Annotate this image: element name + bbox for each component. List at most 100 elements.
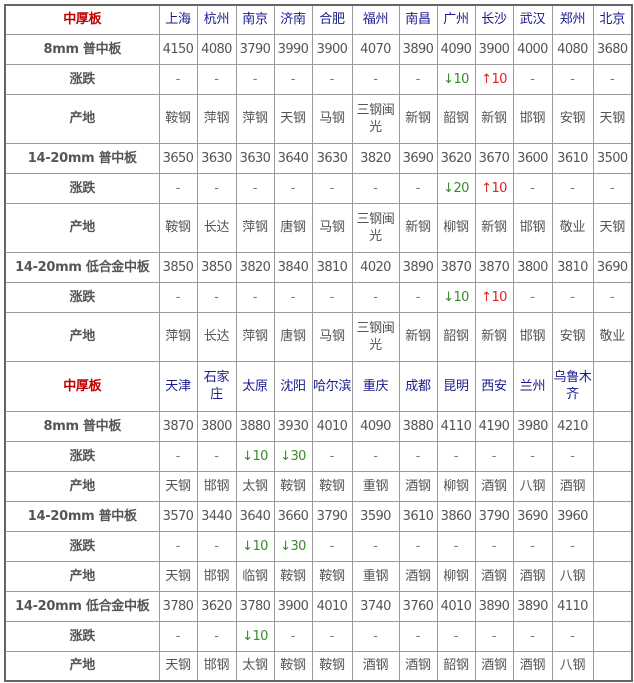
city-header: 石家庄 [196, 360, 237, 412]
change-cell: - [512, 530, 553, 562]
city-header: 天津 [158, 360, 198, 412]
origin-cell [592, 470, 633, 502]
price-cell: 4080 [551, 33, 594, 65]
city-header: 杭州 [196, 4, 237, 35]
price-cell [592, 410, 633, 442]
price-cell: 3500 [592, 142, 633, 174]
change-cell: ↓10 [235, 530, 275, 562]
origin-cell: 三钢闽光 [351, 311, 400, 362]
price-cell: 3690 [512, 500, 553, 532]
origin-cell: 萍钢 [235, 93, 275, 144]
change-cell: ↓20 [436, 172, 476, 204]
change-cell: - [158, 63, 198, 95]
price-cell [592, 500, 633, 532]
origin-cell: 重钢 [351, 470, 400, 502]
city-header: 太原 [235, 360, 275, 412]
change-row: 涨跌 - - ↓10- - - - - - - - [4, 620, 633, 652]
city-header: 合肥 [311, 4, 353, 35]
origin-cell: 新钢 [398, 311, 438, 362]
city-header: 成都 [398, 360, 438, 412]
change-cell: - [398, 530, 438, 562]
change-label: 涨跌 [4, 172, 160, 204]
price-cell: 3620 [436, 142, 476, 174]
price-row: 14-20mm 普中板 3570 3440 3640 3660 3790 3590 3610 3… [4, 500, 633, 532]
origin-cell: 酒钢 [474, 470, 514, 502]
change-cell: - [551, 440, 594, 472]
origin-cell: 敬业 [592, 311, 633, 362]
origin-cell: 韶钢 [436, 311, 476, 362]
city-header: 上海 [158, 4, 198, 35]
origin-cell: 临钢 [235, 560, 275, 592]
city-header: 郑州 [551, 4, 594, 35]
product-name: 8mm 普中板 [4, 410, 160, 442]
origin-label: 产地 [4, 311, 160, 362]
change-label: 涨跌 [4, 530, 160, 562]
origin-cell: 长达 [196, 202, 237, 253]
price-cell: 3810 [551, 251, 594, 283]
change-row: 涨跌 - - - - - - - ↓20 ↑10- - - [4, 172, 633, 204]
price-cell: 3820 [351, 142, 400, 174]
change-cell: ↓30 [273, 440, 313, 472]
city-header: 福州 [351, 4, 400, 35]
origin-cell: 萍钢 [196, 93, 237, 144]
origin-row: 产地 鞍钢 萍钢 萍钢 天钢 马钢 三钢闽光 新钢 韶钢 新钢 邯钢 安钢 天钢 [4, 93, 633, 144]
price-cell: 3590 [351, 500, 400, 532]
price-cell: 4110 [551, 590, 594, 622]
change-cell: - [235, 172, 275, 204]
price-cell: 3440 [196, 500, 237, 532]
price-cell: 3760 [398, 590, 438, 622]
section-title: 中厚板 [4, 4, 160, 35]
price-cell: 3610 [551, 142, 594, 174]
origin-cell: 酒钢 [512, 650, 553, 682]
price-cell: 3690 [398, 142, 438, 174]
price-cell: 3800 [512, 251, 553, 283]
city-header: 广州 [436, 4, 476, 35]
origin-label: 产地 [4, 650, 160, 682]
change-cell: - [158, 281, 198, 313]
change-cell [592, 440, 633, 472]
change-cell: - [398, 440, 438, 472]
origin-cell: 新钢 [474, 202, 514, 253]
price-cell: 3650 [158, 142, 198, 174]
origin-cell: 敬业 [551, 202, 594, 253]
price-cell: 4020 [351, 251, 400, 283]
change-cell: - [311, 530, 353, 562]
price-cell: 3740 [351, 590, 400, 622]
price-cell: 3890 [398, 33, 438, 65]
price-cell: 3820 [235, 251, 275, 283]
change-cell: - [311, 620, 353, 652]
city-header: 北京 [592, 4, 633, 35]
origin-cell: 柳钢 [436, 470, 476, 502]
city-header: 济南 [273, 4, 313, 35]
price-cell: 3570 [158, 500, 198, 532]
origin-cell: 柳钢 [436, 560, 476, 592]
price-cell: 3640 [235, 500, 275, 532]
origin-label: 产地 [4, 470, 160, 502]
origin-row: 产地 天钢 邯钢 临钢 鞍钢 鞍钢 重钢 酒钢 柳钢 酒钢 酒钢 八钢 [4, 560, 633, 592]
change-cell: - [592, 63, 633, 95]
change-cell: - [398, 172, 438, 204]
origin-cell: 邯钢 [512, 93, 553, 144]
price-cell: 3680 [592, 33, 633, 65]
change-cell: - [512, 620, 553, 652]
origin-cell: 邯钢 [196, 650, 237, 682]
origin-cell: 邯钢 [512, 202, 553, 253]
city-header: 西安 [474, 360, 514, 412]
change-cell: - [512, 172, 553, 204]
price-cell: 3880 [398, 410, 438, 442]
price-cell: 3890 [398, 251, 438, 283]
origin-cell: 新钢 [398, 202, 438, 253]
origin-cell: 唐钢 [273, 311, 313, 362]
origin-label: 产地 [4, 93, 160, 144]
origin-cell: 太钢 [235, 470, 275, 502]
price-cell: 3810 [311, 251, 353, 283]
change-cell: - [196, 172, 237, 204]
origin-cell: 天钢 [273, 93, 313, 144]
price-row: 14-20mm 低合金中板 3780 3620 3780 3900 4010 3740 376… [4, 590, 633, 622]
city-header: 沈阳 [273, 360, 313, 412]
change-cell: ↑10 [474, 281, 514, 313]
change-row: 涨跌 - - - - - - - ↓10 ↑10- - - [4, 281, 633, 313]
city-header [592, 360, 633, 412]
price-cell: 4010 [311, 590, 353, 622]
origin-label: 产地 [4, 560, 160, 592]
